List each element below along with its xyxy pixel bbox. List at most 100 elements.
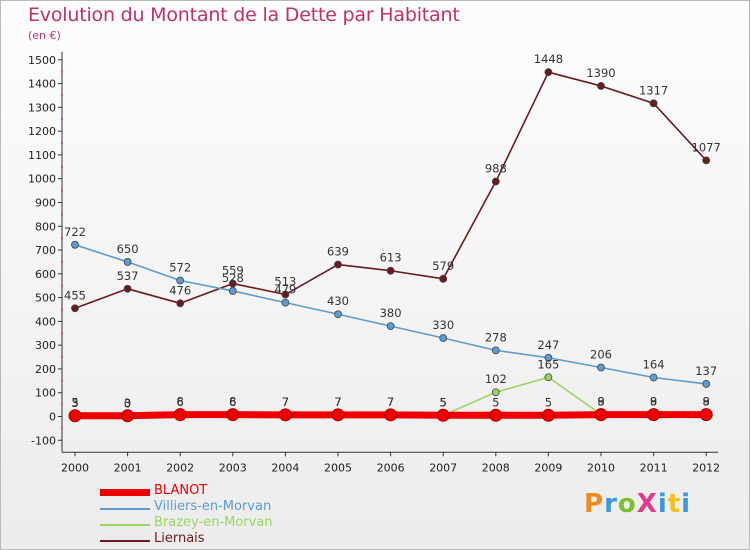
x-tick-label: 2011 (640, 461, 668, 474)
data-point-villiers-en-morvan (228, 287, 237, 295)
data-label-villiers-en-morvan: 528 (222, 271, 244, 285)
data-label-villiers-en-morvan: 206 (590, 348, 612, 362)
data-point-blanot (541, 408, 555, 422)
data-point-liernais (491, 177, 500, 186)
data-point-liernais (281, 290, 290, 299)
data-point-brazey-en-morvan (491, 388, 500, 397)
x-tick-label: 2006 (377, 461, 405, 474)
data-label-liernais: 513 (274, 275, 296, 289)
data-label-liernais: 1448 (534, 52, 563, 66)
data-label-blanot: 7 (334, 395, 341, 409)
legend-label: BLANOT (154, 483, 208, 498)
data-label-liernais: 1390 (586, 66, 615, 80)
data-point-blanot (68, 409, 82, 423)
data-label-brazey-en-morvan: 5 (71, 395, 78, 409)
y-tick-label: 400 (35, 315, 56, 328)
logo-letter: P (584, 489, 605, 519)
y-tick-label: 100 (35, 387, 56, 400)
x-tick-label: 2000 (61, 461, 89, 474)
data-label-liernais: 1317 (639, 83, 668, 97)
data-label-liernais: 988 (485, 162, 507, 176)
y-tick-label: 1300 (28, 101, 56, 114)
data-label-brazey-en-morvan: 9 (703, 394, 710, 408)
y-tick-label: 1400 (28, 78, 56, 91)
data-point-villiers-en-morvan (439, 334, 448, 342)
y-minor-tick (61, 284, 63, 287)
y-tick-label: 300 (35, 339, 56, 352)
y-tick-label: 900 (35, 196, 56, 209)
y-tick-label: 1000 (28, 173, 56, 186)
data-label-villiers-en-morvan: 572 (169, 260, 191, 274)
chart-title: Evolution du Montant de la Dette par Hab… (28, 4, 460, 26)
y-minor-tick (61, 189, 63, 192)
data-label-villiers-en-morvan: 278 (485, 330, 507, 344)
data-point-liernais (334, 260, 342, 269)
data-label-brazey-en-morvan: 165 (537, 357, 559, 371)
data-point-blanot (489, 408, 503, 422)
y-minor-tick (61, 94, 63, 97)
data-label-blanot: 8 (703, 395, 710, 409)
data-label-liernais: 579 (432, 259, 454, 273)
data-point-blanot (384, 408, 398, 422)
data-label-villiers-en-morvan: 722 (64, 225, 86, 239)
logo-letter: r (604, 489, 618, 519)
data-label-brazey-en-morvan: 7 (334, 395, 341, 409)
data-label-villiers-en-morvan: 137 (695, 364, 717, 378)
data-point-villiers-en-morvan (544, 353, 553, 362)
data-point-blanot (594, 408, 608, 422)
legend-swatch (100, 540, 150, 542)
data-label-blanot: 3 (124, 396, 131, 410)
data-point-liernais (123, 284, 132, 293)
data-point-blanot (278, 408, 292, 422)
data-label-liernais: 639 (327, 245, 349, 259)
logo-letter: X (636, 489, 658, 519)
data-point-blanot (331, 408, 345, 422)
data-point-villiers-en-morvan (123, 258, 132, 266)
data-point-liernais (176, 299, 185, 308)
logo-letter: o (617, 489, 637, 519)
data-label-blanot: 3 (71, 396, 78, 410)
x-tick-label: 2012 (692, 461, 720, 474)
data-label-blanot: 5 (492, 395, 499, 409)
y-minor-tick (61, 427, 63, 430)
logo-letter: i (657, 489, 668, 519)
data-point-liernais (597, 82, 605, 90)
data-label-villiers-en-morvan: 430 (327, 294, 349, 308)
x-tick-label: 2003 (219, 461, 247, 474)
legend-label: Liernais (154, 531, 205, 546)
y-minor-tick (61, 70, 63, 73)
data-label-brazey-en-morvan: 102 (485, 372, 507, 386)
y-minor-tick (61, 356, 63, 359)
x-tick-label: 2010 (587, 461, 615, 474)
data-label-blanot: 5 (440, 395, 447, 409)
y-tick-label: 1100 (28, 149, 56, 162)
y-tick-label: 0 (49, 411, 56, 424)
data-label-brazey-en-morvan: 9 (650, 394, 657, 408)
data-point-villiers-en-morvan (71, 240, 79, 249)
data-point-villiers-en-morvan (334, 310, 342, 319)
data-point-blanot (699, 408, 713, 422)
x-tick-label: 2002 (166, 461, 194, 474)
data-point-villiers-en-morvan (281, 298, 290, 307)
data-label-villiers-en-morvan: 380 (380, 306, 402, 320)
data-label-villiers-en-morvan: 247 (537, 338, 559, 352)
legend-swatch (100, 508, 150, 510)
legend-label: Brazey-en-Morvan (154, 515, 273, 530)
data-label-brazey-en-morvan: 9 (597, 394, 604, 408)
data-label-brazey-en-morvan: 7 (387, 395, 394, 409)
y-minor-tick (61, 237, 63, 240)
data-label-blanot: 8 (177, 395, 184, 409)
y-tick-label: 1200 (28, 125, 56, 138)
data-label-villiers-en-morvan: 650 (117, 242, 139, 256)
data-point-blanot (173, 408, 187, 422)
data-point-liernais (71, 304, 79, 313)
y-minor-tick (61, 379, 63, 382)
data-point-liernais (649, 99, 658, 108)
data-label-brazey-en-morvan: 6 (229, 395, 236, 409)
data-point-brazey-en-morvan (544, 373, 553, 382)
data-label-blanot: 8 (597, 395, 604, 409)
data-label-blanot: 7 (282, 395, 289, 409)
x-tick-label: 2009 (534, 461, 562, 474)
data-point-villiers-en-morvan (386, 322, 395, 331)
data-label-liernais: 537 (117, 269, 139, 283)
